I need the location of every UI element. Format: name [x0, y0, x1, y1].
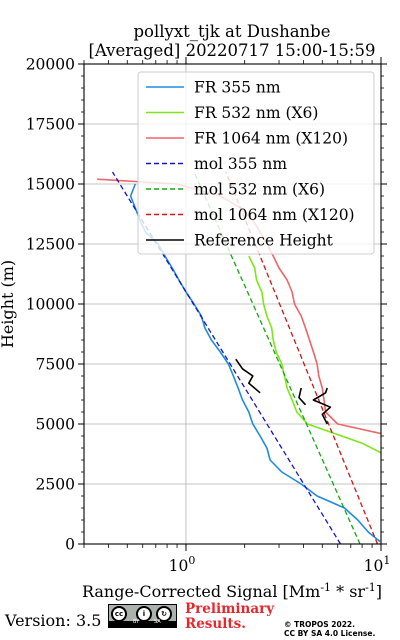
x-tick-label: 101: [364, 554, 391, 575]
y-tick-label: 20000: [26, 56, 75, 74]
chart-subtitle: [Averaged] 20220717 15:00-15:59: [88, 41, 376, 60]
cc-license-badge: cc i ↻ BY SA: [108, 604, 177, 628]
preliminary-notice: Preliminary Results.: [185, 602, 274, 632]
legend-label: FR 355 nm: [194, 79, 281, 97]
series-line-6: [235, 358, 261, 394]
y-tick-label: 17500: [26, 116, 75, 134]
preliminary-line2: Results.: [185, 616, 246, 632]
y-tick-label: 7500: [36, 356, 75, 374]
cc-by-text: BY: [133, 619, 140, 625]
version-label: Version: 3.5: [5, 611, 102, 630]
legend-box: [137, 71, 375, 255]
copyright-line1: © TROPOS 2022.: [284, 620, 355, 629]
legend-label: mol 355 nm: [194, 155, 287, 173]
cc-label-strip: BY SA: [109, 619, 176, 627]
legend-label: FR 1064 nm (X120): [194, 130, 348, 148]
series-line-6: [312, 387, 332, 425]
cc-sa-icon: ↻: [156, 606, 172, 622]
y-tick-label: 12500: [26, 236, 75, 254]
legend-label: mol 1064 nm (X120): [194, 206, 355, 224]
x-axis-label: Range-Corrected Signal [Mm-1 * sr-1]: [82, 581, 382, 601]
y-tick-label: 15000: [26, 176, 75, 194]
cc-sa-text: SA: [154, 619, 161, 625]
series-line-5: [225, 171, 379, 544]
copyright-notice: © TROPOS 2022. CC BY SA 4.0 License.: [284, 620, 375, 638]
y-tick-label: 0: [65, 536, 75, 554]
axis-ticks: 0 2500 5000 7500 10000 12500 15000 17500 20000 10…: [26, 56, 391, 576]
preliminary-line1: Preliminary: [185, 601, 275, 617]
legend-label: Reference Height: [194, 232, 334, 250]
cc-logo-icon: cc: [111, 606, 127, 622]
chart-title: pollyxt_tjk at Dushanbe: [133, 22, 331, 41]
legend: FR 355 nm FR 532 nm (X6) FR 1064 nm (X120)…: [137, 71, 375, 255]
y-axis-label: Height (m): [0, 260, 17, 348]
y-tick-label: 10000: [26, 296, 75, 314]
legend-label: mol 532 nm (X6): [194, 181, 325, 199]
series-line-6: [298, 387, 307, 406]
y-tick-label: 5000: [36, 416, 75, 434]
x-tick-label: 100: [169, 554, 196, 575]
legend-label: FR 532 nm (X6): [194, 104, 318, 122]
series-line-1: [248, 255, 381, 454]
copyright-line2: CC BY SA 4.0 License.: [284, 629, 376, 638]
y-tick-label: 2500: [36, 476, 75, 494]
